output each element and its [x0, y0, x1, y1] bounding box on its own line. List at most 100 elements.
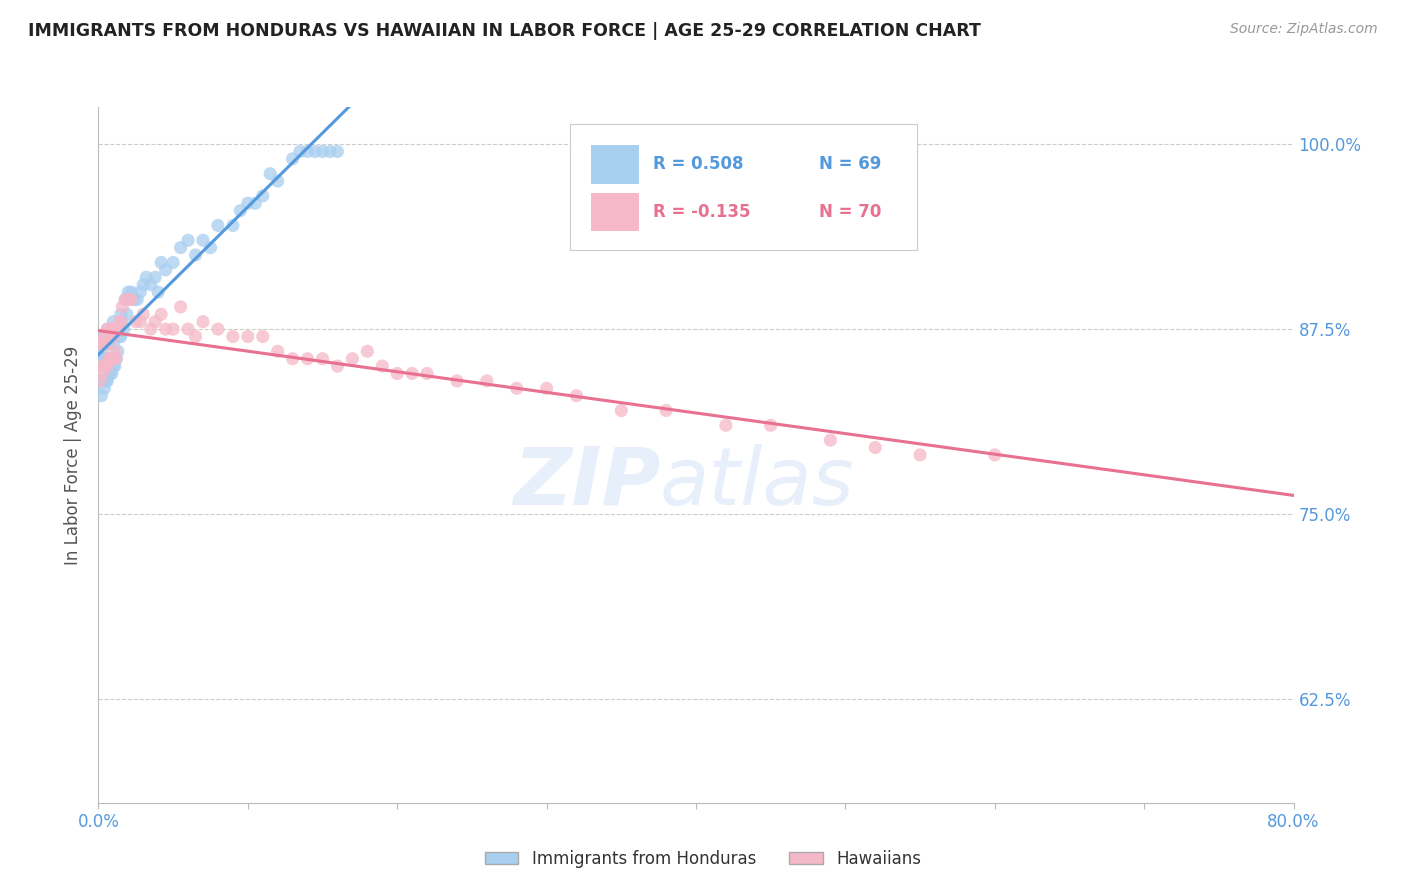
Point [93, 381, 115, 395]
Point [536, 381, 558, 395]
Point [112, 322, 135, 336]
Point [155, 263, 177, 277]
Point [93, 351, 115, 366]
Point [105, 351, 128, 366]
Point [97, 329, 120, 343]
Point [104, 359, 127, 373]
Point [222, 329, 245, 343]
Point [89, 374, 111, 388]
Point [342, 351, 364, 366]
Text: atlas: atlas [661, 443, 855, 522]
Point [446, 374, 468, 388]
Y-axis label: In Labor Force | Age 25-29: In Labor Force | Age 25-29 [65, 345, 83, 565]
Point [96, 351, 118, 366]
Text: N = 70: N = 70 [818, 202, 882, 220]
Point [93, 359, 115, 373]
Point [610, 403, 633, 417]
Point [236, 329, 259, 343]
FancyBboxPatch shape [571, 124, 917, 250]
Point [96, 322, 118, 336]
Point [100, 329, 122, 343]
Point [108, 329, 131, 343]
Point [416, 367, 439, 381]
Point [111, 315, 134, 329]
Point [101, 367, 124, 381]
Point [103, 337, 125, 351]
Point [129, 315, 152, 329]
Text: ZIP: ZIP [513, 443, 661, 522]
Point [103, 329, 125, 343]
Point [97, 337, 120, 351]
Point [105, 322, 128, 336]
Point [177, 322, 200, 336]
Point [820, 433, 842, 447]
Point [184, 248, 207, 262]
Point [229, 203, 252, 218]
Point [759, 418, 782, 433]
Point [267, 174, 290, 188]
Point [155, 322, 177, 336]
Point [105, 351, 128, 366]
Point [103, 351, 125, 366]
Point [110, 307, 132, 321]
Point [506, 381, 529, 395]
Point [94, 374, 117, 388]
Point [114, 293, 136, 307]
Point [252, 189, 274, 203]
Point [139, 322, 162, 336]
Point [162, 255, 184, 269]
Point [326, 145, 349, 159]
Point [129, 285, 152, 299]
Point [259, 167, 281, 181]
Point [191, 233, 214, 247]
Point [655, 403, 678, 417]
Point [90, 344, 112, 359]
Point [169, 300, 191, 314]
Point [91, 374, 114, 388]
Point [304, 145, 326, 159]
Point [143, 270, 166, 285]
Point [103, 315, 125, 329]
Point [984, 448, 1007, 462]
Point [100, 322, 122, 336]
Point [714, 418, 737, 433]
Point [207, 219, 229, 233]
Point [110, 329, 132, 343]
Point [311, 145, 333, 159]
Point [281, 351, 304, 366]
Point [169, 241, 191, 255]
Point [93, 329, 115, 343]
Point [120, 293, 142, 307]
Point [97, 367, 120, 381]
Point [96, 374, 118, 388]
Point [297, 351, 319, 366]
Point [162, 322, 184, 336]
Point [94, 337, 117, 351]
FancyBboxPatch shape [591, 145, 638, 184]
Point [148, 285, 170, 299]
Point [356, 344, 378, 359]
Point [89, 374, 111, 388]
Point [90, 389, 112, 403]
Point [120, 285, 142, 299]
Point [101, 351, 124, 366]
Text: R = 0.508: R = 0.508 [652, 155, 744, 173]
Point [114, 293, 136, 307]
Point [115, 307, 138, 321]
Point [101, 322, 124, 336]
Point [200, 241, 222, 255]
Point [177, 233, 200, 247]
Text: IMMIGRANTS FROM HONDURAS VS HAWAIIAN IN LABOR FORCE | AGE 25-29 CORRELATION CHAR: IMMIGRANTS FROM HONDURAS VS HAWAIIAN IN … [28, 22, 981, 40]
Point [135, 270, 157, 285]
Point [191, 315, 214, 329]
Point [475, 374, 498, 388]
Point [207, 322, 229, 336]
Point [104, 322, 127, 336]
Legend: Immigrants from Honduras, Hawaiians: Immigrants from Honduras, Hawaiians [478, 844, 928, 875]
Point [108, 315, 131, 329]
Point [124, 293, 146, 307]
Point [565, 389, 588, 403]
Point [94, 351, 117, 366]
Point [245, 196, 267, 211]
Point [97, 351, 120, 366]
